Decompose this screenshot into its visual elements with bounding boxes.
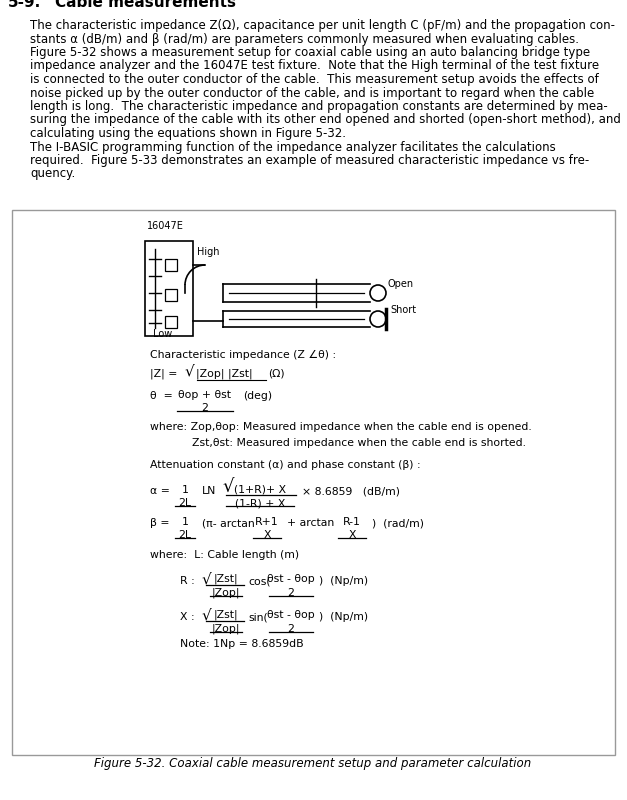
Text: Figure 5-32. Coaxial cable measurement setup and parameter calculation: Figure 5-32. Coaxial cable measurement s… xyxy=(95,757,532,770)
Text: β =: β = xyxy=(150,518,169,528)
Text: |Zop|: |Zop| xyxy=(212,588,240,598)
Text: θ  =: θ = xyxy=(150,390,173,401)
Text: (1-R) + X: (1-R) + X xyxy=(235,498,285,508)
Text: R-1: R-1 xyxy=(343,518,361,527)
Text: R+1: R+1 xyxy=(255,518,279,527)
Text: (deg): (deg) xyxy=(243,390,272,401)
Text: |Zst|: |Zst| xyxy=(214,574,238,584)
Text: α =: α = xyxy=(150,486,170,496)
Text: θst - θop: θst - θop xyxy=(267,610,315,621)
Text: X :: X : xyxy=(180,613,194,622)
Bar xyxy=(12,210,615,755)
Text: √: √ xyxy=(202,571,212,586)
Text: √: √ xyxy=(202,607,212,622)
Text: X: X xyxy=(263,530,271,540)
Text: |Zop| |Zst|: |Zop| |Zst| xyxy=(196,368,253,379)
Bar xyxy=(165,316,177,328)
Text: quency.: quency. xyxy=(30,167,75,181)
Text: impedance analyzer and the 16047E test fixture.  Note that the High terminal of : impedance analyzer and the 16047E test f… xyxy=(30,59,599,73)
Text: Note: 1Np = 8.6859dB: Note: 1Np = 8.6859dB xyxy=(180,638,303,649)
Text: |Z| =: |Z| = xyxy=(150,368,177,379)
Text: R :: R : xyxy=(180,576,195,586)
Text: sin(: sin( xyxy=(248,613,268,622)
Text: )  (Np/m): ) (Np/m) xyxy=(319,576,368,586)
Text: suring the impedance of the cable with its other end opened and shorted (open-sh: suring the impedance of the cable with i… xyxy=(30,114,621,126)
Text: cos(: cos( xyxy=(248,576,270,586)
Text: The characteristic impedance Z(Ω), capacitance per unit length C (pF/m) and the : The characteristic impedance Z(Ω), capac… xyxy=(30,19,615,32)
Text: √: √ xyxy=(222,478,233,496)
Text: Cable measurements: Cable measurements xyxy=(55,0,236,10)
Bar xyxy=(165,259,177,271)
Text: where: Zop,θop: Measured impedance when the cable end is opened.: where: Zop,θop: Measured impedance when … xyxy=(150,422,532,433)
Text: )  (Np/m): ) (Np/m) xyxy=(319,613,368,622)
Text: (1+R)+ X: (1+R)+ X xyxy=(234,484,286,494)
Text: (Ω): (Ω) xyxy=(268,369,285,379)
Text: Open: Open xyxy=(388,279,414,289)
Text: Characteristic impedance (Z ∠θ) :: Characteristic impedance (Z ∠θ) : xyxy=(150,350,336,360)
Text: LN: LN xyxy=(202,486,216,496)
Text: |Zst|: |Zst| xyxy=(214,610,238,621)
Circle shape xyxy=(370,311,386,327)
Text: √: √ xyxy=(185,364,195,379)
Text: 2: 2 xyxy=(201,402,208,413)
Text: length is long.  The characteristic impedance and propagation constants are dete: length is long. The characteristic imped… xyxy=(30,100,608,113)
Text: stants α (dB/m) and β (rad/m) are parameters commonly measured when evaluating c: stants α (dB/m) and β (rad/m) are parame… xyxy=(30,33,579,46)
Text: where:  L: Cable length (m): where: L: Cable length (m) xyxy=(150,550,299,560)
Text: Low: Low xyxy=(153,329,172,339)
Text: 1: 1 xyxy=(182,486,189,495)
Text: 1: 1 xyxy=(182,518,189,527)
Text: 2L: 2L xyxy=(179,498,191,508)
Text: required.  Figure 5-33 demonstrates an example of measured characteristic impeda: required. Figure 5-33 demonstrates an ex… xyxy=(30,154,589,167)
Text: Zst,θst: Measured impedance when the cable end is shorted.: Zst,θst: Measured impedance when the cab… xyxy=(192,438,526,449)
Text: θst - θop: θst - θop xyxy=(267,574,315,584)
Text: Figure 5-32 shows a measurement setup for coaxial cable using an auto balancing : Figure 5-32 shows a measurement setup fo… xyxy=(30,46,590,59)
Text: Short: Short xyxy=(390,305,416,315)
Text: 2: 2 xyxy=(288,625,295,634)
Text: 2: 2 xyxy=(288,588,295,598)
Text: (π- arctan: (π- arctan xyxy=(202,518,255,528)
Text: )  (rad/m): ) (rad/m) xyxy=(372,518,424,528)
Text: calculating using the equations shown in Figure 5-32.: calculating using the equations shown in… xyxy=(30,127,346,140)
Text: High: High xyxy=(197,247,219,257)
Text: Attenuation constant (α) and phase constant (β) :: Attenuation constant (α) and phase const… xyxy=(150,460,421,470)
Text: + arctan: + arctan xyxy=(287,518,334,528)
Text: 16047E: 16047E xyxy=(147,221,184,231)
Text: X: X xyxy=(348,530,356,540)
Bar xyxy=(145,241,193,336)
Text: noise picked up by the outer conductor of the cable, and is important to regard : noise picked up by the outer conductor o… xyxy=(30,86,594,99)
Text: 2L: 2L xyxy=(179,530,191,540)
Text: The I-BASIC programming function of the impedance analyzer facilitates the calcu: The I-BASIC programming function of the … xyxy=(30,141,556,154)
Circle shape xyxy=(370,285,386,301)
Text: is connected to the outer conductor of the cable.  This measurement setup avoids: is connected to the outer conductor of t… xyxy=(30,73,599,86)
Text: θop + θst: θop + θst xyxy=(179,390,231,400)
Text: × 8.6859   (dB/m): × 8.6859 (dB/m) xyxy=(302,486,400,496)
Bar xyxy=(165,289,177,301)
Text: 5-9.: 5-9. xyxy=(8,0,41,10)
Text: |Zop|: |Zop| xyxy=(212,624,240,634)
